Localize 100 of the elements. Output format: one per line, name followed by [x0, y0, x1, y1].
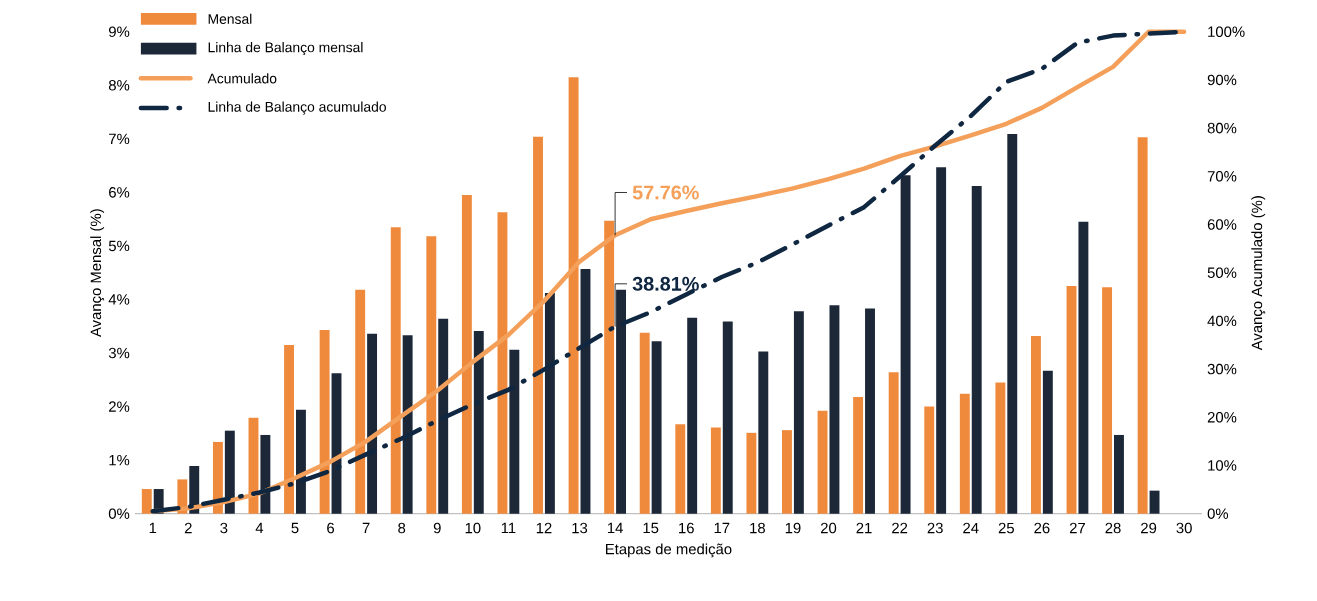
legend-label: Mensal [208, 13, 252, 24]
bar [284, 345, 294, 514]
data-label: 57.76% [632, 185, 699, 200]
x-tick-label: 24 [963, 522, 979, 534]
y2-tick-label: 0% [1207, 508, 1229, 519]
y2-tick-label: 100% [1208, 26, 1245, 38]
x-tick-label: 5 [291, 522, 299, 534]
bar [1007, 134, 1018, 514]
bar [544, 293, 555, 514]
bar [260, 434, 271, 514]
bar [924, 406, 935, 514]
x-tick-label: 23 [927, 522, 943, 534]
bar [793, 311, 804, 514]
bar [295, 409, 306, 514]
y2-tick-label: 70% [1207, 171, 1237, 182]
x-tick-label: 15 [643, 522, 659, 534]
y-tick-label: 4% [108, 294, 130, 305]
y-tick-label: 5% [108, 240, 130, 252]
data-label: 38.81% [632, 276, 699, 291]
x-tick-label: 30 [1176, 522, 1192, 534]
x-axis-title: Etapas de medição [606, 543, 732, 558]
bar [1149, 490, 1160, 514]
y-tick-label: 1% [109, 454, 130, 466]
x-tick-label: 19 [785, 522, 801, 534]
legend-label: Linha de Balanço acumulado [208, 101, 386, 115]
y2-tick-label: 90% [1207, 74, 1237, 86]
bar [746, 432, 757, 514]
bar [1114, 434, 1124, 514]
bar [616, 289, 626, 514]
y-tick-label: 8% [108, 80, 130, 91]
bar [888, 372, 899, 514]
bar [959, 393, 970, 514]
bar [829, 305, 840, 514]
x-tick-label: 2 [184, 522, 192, 534]
y-tick-label: 0% [108, 508, 130, 519]
bar [533, 136, 543, 514]
legend-label: Acumulado [207, 73, 277, 84]
y-tick-label: 2% [109, 401, 130, 412]
bar [936, 167, 947, 514]
y2-tick-label: 80% [1207, 122, 1237, 134]
bar [390, 227, 401, 514]
bar [758, 351, 769, 514]
x-tick-label: 25 [998, 522, 1014, 534]
bar [675, 424, 686, 514]
x-tick-label: 28 [1105, 522, 1121, 534]
x-tick-label: 18 [750, 522, 765, 534]
x-tick-label: 9 [433, 522, 441, 534]
bar [782, 430, 792, 514]
x-tick-label: 3 [220, 522, 228, 534]
x-tick-label: 29 [1141, 522, 1157, 534]
bar [1102, 287, 1113, 514]
bar [212, 441, 223, 514]
x-tick-label: 13 [572, 522, 588, 534]
bar [438, 318, 449, 514]
y2-tick-label: 50% [1207, 267, 1237, 278]
x-tick-label: 4 [255, 522, 264, 534]
bar [568, 77, 579, 514]
bar [722, 321, 733, 514]
y2-tick-label: 40% [1207, 315, 1237, 327]
bar [1042, 370, 1053, 514]
bar [224, 430, 235, 514]
bar [971, 185, 982, 514]
x-tick-label: 1 [149, 522, 157, 534]
bar [402, 335, 413, 514]
x-tick-label: 12 [536, 522, 552, 534]
x-tick-label: 8 [398, 522, 406, 534]
x-tick-label: 26 [1034, 522, 1050, 534]
x-tick-label: 6 [327, 522, 335, 534]
bar [651, 341, 662, 514]
y2-axis-title: Avanço Acumulado (%) [1251, 196, 1266, 351]
bar [426, 236, 437, 514]
bar [853, 396, 864, 514]
x-tick-label: 10 [465, 522, 481, 534]
y-tick-label: 3% [108, 347, 130, 359]
x-tick-label: 14 [607, 522, 623, 534]
bar [461, 195, 472, 514]
y-axis-title: Avanço Mensal (%) [90, 209, 105, 338]
bar [995, 382, 1006, 514]
bar [1066, 286, 1077, 514]
y-tick-label: 6% [109, 187, 130, 198]
x-tick-label: 22 [892, 522, 908, 534]
bar [355, 289, 366, 514]
y2-tick-label: 60% [1207, 219, 1237, 230]
x-tick-label: 20 [820, 522, 837, 534]
bar [900, 175, 911, 514]
bar [865, 308, 875, 514]
y-tick-label: 7% [109, 133, 130, 145]
y-tick-label: 9% [108, 26, 130, 38]
bar [604, 220, 615, 514]
bar [639, 332, 650, 514]
x-tick-label: 21 [856, 522, 872, 534]
bar [1078, 221, 1089, 514]
x-tick-label: 17 [714, 522, 730, 534]
legend-label: Linha de Balanço mensal [208, 42, 363, 56]
x-tick-label: 16 [679, 522, 694, 534]
x-tick-label: 11 [501, 522, 516, 534]
bar [1137, 137, 1148, 514]
bar [319, 330, 330, 514]
bar [1030, 335, 1041, 514]
bar [817, 410, 828, 514]
